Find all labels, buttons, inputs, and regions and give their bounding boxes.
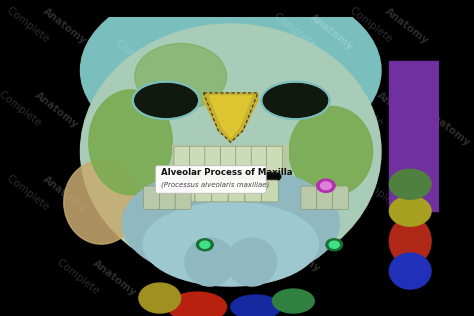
FancyBboxPatch shape <box>144 186 159 210</box>
Text: Anatomy: Anatomy <box>383 6 430 46</box>
Text: Anatomy: Anatomy <box>91 258 138 298</box>
Bar <box>173 145 289 172</box>
Text: Anatomy: Anatomy <box>141 120 189 160</box>
Text: Complete: Complete <box>239 233 288 274</box>
Text: Anatomy: Anatomy <box>392 174 439 214</box>
FancyBboxPatch shape <box>175 186 191 210</box>
FancyBboxPatch shape <box>205 146 221 172</box>
Text: Complete: Complete <box>273 12 321 52</box>
Ellipse shape <box>122 166 339 280</box>
Ellipse shape <box>231 295 281 316</box>
FancyBboxPatch shape <box>211 180 228 202</box>
Text: Complete: Complete <box>55 257 104 298</box>
Text: Anatomy: Anatomy <box>149 204 197 244</box>
Text: Complete: Complete <box>5 6 54 46</box>
FancyBboxPatch shape <box>245 180 262 202</box>
Ellipse shape <box>139 283 181 313</box>
Text: Anatomy: Anatomy <box>274 72 322 112</box>
Text: Anatomy: Anatomy <box>41 174 88 214</box>
Text: Complete: Complete <box>5 173 54 214</box>
Text: Anatomy: Anatomy <box>308 12 356 52</box>
Circle shape <box>200 241 210 248</box>
Text: (Processus alveolaris maxillae): (Processus alveolaris maxillae) <box>161 182 269 188</box>
FancyBboxPatch shape <box>301 186 317 210</box>
Ellipse shape <box>143 202 319 286</box>
FancyBboxPatch shape <box>174 146 190 172</box>
Ellipse shape <box>135 83 197 118</box>
Circle shape <box>329 241 339 248</box>
FancyBboxPatch shape <box>155 166 266 193</box>
Text: Complete: Complete <box>347 6 396 46</box>
Text: Alveolar Process of Maxilla: Alveolar Process of Maxilla <box>161 168 292 177</box>
Text: Complete: Complete <box>114 39 162 79</box>
FancyBboxPatch shape <box>267 146 283 172</box>
Ellipse shape <box>263 83 328 118</box>
Ellipse shape <box>64 160 139 244</box>
Circle shape <box>317 179 335 192</box>
Text: Anatomy: Anatomy <box>425 108 472 148</box>
Text: Anatomy: Anatomy <box>375 90 422 130</box>
Text: Anatomy: Anatomy <box>274 234 322 274</box>
Circle shape <box>197 239 213 251</box>
Bar <box>389 62 439 211</box>
Text: Anatomy: Anatomy <box>149 39 197 79</box>
Ellipse shape <box>227 238 277 286</box>
Ellipse shape <box>185 238 235 286</box>
Circle shape <box>174 179 193 192</box>
Text: Complete: Complete <box>231 149 279 190</box>
FancyBboxPatch shape <box>317 186 333 210</box>
Ellipse shape <box>389 253 431 289</box>
FancyBboxPatch shape <box>251 146 267 172</box>
Text: Complete: Complete <box>356 173 404 214</box>
Ellipse shape <box>81 0 381 160</box>
Text: Complete: Complete <box>389 107 438 148</box>
Ellipse shape <box>389 196 431 226</box>
FancyBboxPatch shape <box>159 186 175 210</box>
Text: Anatomy: Anatomy <box>41 6 88 46</box>
Text: Complete: Complete <box>239 71 288 112</box>
Ellipse shape <box>389 217 431 265</box>
Ellipse shape <box>81 24 381 279</box>
Text: Complete: Complete <box>0 89 46 130</box>
Text: Complete: Complete <box>106 119 154 160</box>
FancyBboxPatch shape <box>178 180 195 202</box>
Circle shape <box>326 239 343 251</box>
Circle shape <box>178 182 189 190</box>
Ellipse shape <box>289 106 373 196</box>
Ellipse shape <box>135 44 227 109</box>
Text: Anatomy: Anatomy <box>33 90 80 130</box>
Text: Complete: Complete <box>114 203 162 244</box>
FancyBboxPatch shape <box>220 146 236 172</box>
Ellipse shape <box>181 166 281 187</box>
FancyBboxPatch shape <box>236 146 252 172</box>
FancyBboxPatch shape <box>262 180 278 202</box>
FancyBboxPatch shape <box>190 146 205 172</box>
Text: Anatomy: Anatomy <box>266 150 314 190</box>
Polygon shape <box>210 96 252 138</box>
Ellipse shape <box>389 169 431 199</box>
Circle shape <box>320 182 331 190</box>
FancyBboxPatch shape <box>228 180 245 202</box>
Ellipse shape <box>168 292 227 316</box>
Ellipse shape <box>273 289 314 313</box>
Polygon shape <box>204 93 258 142</box>
Text: Complete: Complete <box>339 89 388 130</box>
FancyBboxPatch shape <box>333 186 348 210</box>
Ellipse shape <box>89 90 173 195</box>
FancyBboxPatch shape <box>195 180 211 202</box>
